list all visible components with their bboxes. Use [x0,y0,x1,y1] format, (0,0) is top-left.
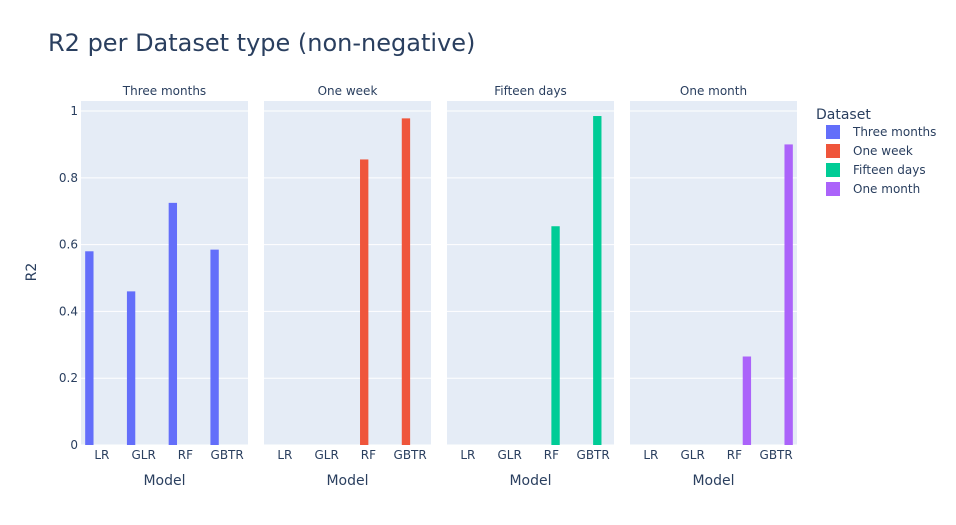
subplot-title: One week [318,84,378,98]
x-tick-label: GBTR [760,448,793,462]
x-axis-label: Model [143,473,185,489]
legend-title: Dataset [816,107,871,123]
x-tick-label: RF [544,448,559,462]
legend-label: One week [853,144,913,158]
bar-gbtr [210,249,219,445]
subplot-title: Fifteen days [494,84,567,98]
legend-item-three-months[interactable]: Three months [826,125,936,139]
y-tick-label: 0.8 [59,171,78,185]
subplot-background [630,101,797,445]
subplot-fifteen-days: Fifteen days LR GLR RF GBTR Model [447,84,614,489]
x-tick-label: LR [277,448,292,462]
legend-swatch [826,125,840,139]
bar-rf [168,202,178,445]
y-tick-label: 1 [70,104,78,118]
legend-label: Three months [852,125,936,139]
x-tick-label: LR [460,448,475,462]
legend-label: One month [853,182,920,196]
x-tick-label: GLR [680,448,704,462]
x-tick-label: GLR [314,448,338,462]
subplot-background [447,101,614,445]
x-tick-label: GBTR [577,448,610,462]
legend-item-one-month[interactable]: One month [826,182,920,196]
bar-rf [551,226,560,445]
y-tick-label: 0.6 [59,238,78,252]
x-tick-label: RF [727,448,742,462]
x-axis-label: Model [326,473,368,489]
legend-item-fifteen-days[interactable]: Fifteen days [826,163,926,177]
x-tick-label: LR [643,448,658,462]
subplot-title: One month [680,84,747,98]
legend-swatch [826,182,840,196]
bar-lr [85,251,94,445]
legend-item-one-week[interactable]: One week [826,144,913,158]
chart-title: R2 per Dataset type (non-negative) [48,29,475,57]
legend-swatch [826,144,840,158]
subplot-background [81,101,248,445]
bar-rf [360,159,369,446]
y-tick-label: 0 [70,438,78,452]
x-tick-label: GBTR [394,448,427,462]
x-axis-label: Model [509,473,551,489]
x-tick-label: RF [178,448,193,462]
bar-gbtr [593,116,602,446]
legend: Dataset Three months One week Fifteen days… [816,107,936,196]
subplot-one-week: One week LR GLR RF GBTR Model [264,84,431,489]
y-axis-label: R2 [24,263,40,282]
legend-label: Fifteen days [853,163,926,177]
bar-rf [742,356,752,445]
y-tick-label: 0.4 [59,304,78,318]
bar-gbtr [401,118,411,445]
y-tick-label: 0.2 [59,371,78,385]
x-tick-label: GLR [497,448,521,462]
subplot-three-months: Three months LR GLR RF GBTR Model 0 0.2 0.4 0.6 0.… [59,84,248,489]
x-tick-label: GLR [131,448,155,462]
legend-swatch [826,163,840,177]
subplot-one-month: One month LR GLR RF GBTR Model [630,84,797,489]
x-tick-label: RF [361,448,376,462]
x-tick-label: GBTR [211,448,244,462]
bar-gbtr [784,144,793,445]
x-axis-label: Model [692,473,734,489]
subplot-title: Three months [122,84,206,98]
bar-glr [126,291,136,445]
x-tick-label: LR [94,448,109,462]
